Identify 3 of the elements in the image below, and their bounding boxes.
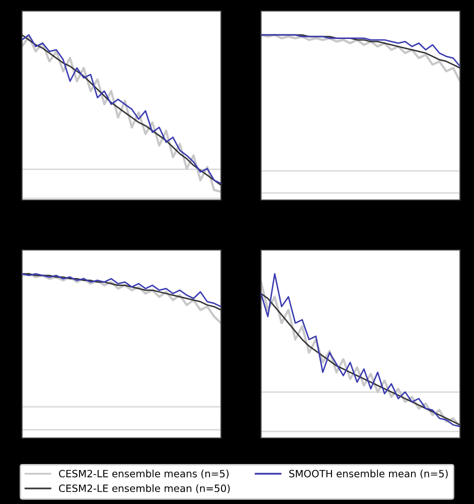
legend-label: CESM2-LE ensemble means (n=5) — [58, 470, 229, 479]
legend-label: CESM2-LE ensemble mean (n=50) — [58, 484, 230, 494]
legend-label: SMOOTH ensemble mean (n=5) — [289, 470, 448, 479]
